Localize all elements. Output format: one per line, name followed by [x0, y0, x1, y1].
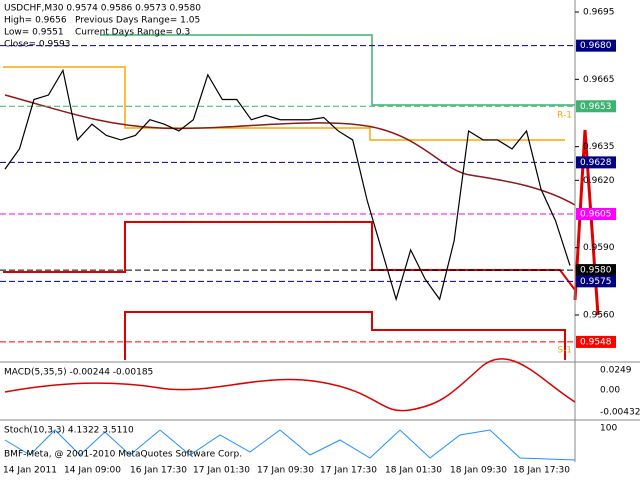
- moving-average: [4, 94, 576, 206]
- time-label: 14 Jan 09:00: [64, 466, 121, 476]
- level-label: 0.9680: [580, 41, 612, 51]
- curr-range: Current Days Range= 0.3: [75, 28, 190, 38]
- price-tick-label: 0.9665: [583, 75, 615, 85]
- prev-range: Previous Days Range= 1.05: [75, 16, 200, 26]
- time-label: 14 Jan 2011: [3, 466, 57, 476]
- level-box: [576, 39, 616, 52]
- copyright: BMF-Meta, @ 2001-2010 MetaQuotes Softwar…: [4, 450, 242, 460]
- time-label: 17 Jan 09:30: [257, 466, 314, 476]
- stoch-line: [4, 429, 576, 461]
- level-label: 0.9653: [580, 102, 612, 112]
- stoch-tick-label: 100: [600, 424, 617, 434]
- header: USDCHF,M30 0.9574 0.9586 0.9573 0.9580 H…: [4, 4, 201, 50]
- macd-tick-label: 0.00: [600, 386, 620, 396]
- macd-tick-label: -0.00432: [600, 408, 640, 418]
- pivot-green: [100, 34, 575, 106]
- level-label: 0.9575: [580, 277, 612, 287]
- pivot-red-lower: [124, 311, 566, 360]
- low: Low= 0.9551: [4, 28, 64, 38]
- symbol-line: USDCHF,M30 0.9574 0.9586 0.9573 0.9580: [4, 4, 201, 14]
- level-label: 0.9580: [580, 266, 612, 276]
- macd-label: MACD(5,35,5) -0.00244 -0.00185: [4, 368, 153, 378]
- macd-tick-label: 0.0249: [600, 366, 632, 376]
- stoch-label: Stoch(10,3,3) 4.1322 3.5110: [4, 426, 134, 436]
- high: High= 0.9656: [4, 16, 67, 26]
- pivot-orange: [3, 66, 565, 141]
- price-tick-label: 0.9590: [583, 243, 615, 253]
- level-label: 0.9548: [580, 337, 612, 347]
- level-box: [576, 335, 616, 348]
- time-label: 16 Jan 17:30: [130, 466, 187, 476]
- forecast-arrow: [573, 129, 600, 316]
- close: Close= 0.9593: [4, 40, 70, 50]
- level-box: [576, 156, 616, 169]
- time-label: 18 Jan 09:30: [450, 466, 507, 476]
- indicator-lines: [3, 34, 600, 360]
- price-line: [4, 68, 571, 302]
- price-tick-label: 0.9620: [583, 176, 615, 186]
- level-label: 0.9605: [580, 209, 612, 219]
- time-label: 18 Jan 01:30: [385, 466, 442, 476]
- price-tick-label: 0.9695: [583, 8, 615, 18]
- level-label: 0.9628: [580, 158, 612, 168]
- time-label: 17 Jan 01:30: [193, 466, 250, 476]
- level-box: [576, 100, 616, 113]
- price-tick-label: 0.9635: [583, 142, 615, 152]
- time-label: 18 Jan 17:30: [513, 466, 570, 476]
- s1-marker: S-1: [557, 346, 572, 356]
- level-box: [576, 207, 616, 220]
- time-label: 17 Jan 17:30: [320, 466, 377, 476]
- macd-signal: [4, 358, 576, 412]
- price-tick-label: 0.9560: [583, 310, 615, 320]
- level-box: [576, 275, 616, 288]
- level-box: [576, 264, 616, 277]
- r1-marker: R-1: [557, 111, 572, 121]
